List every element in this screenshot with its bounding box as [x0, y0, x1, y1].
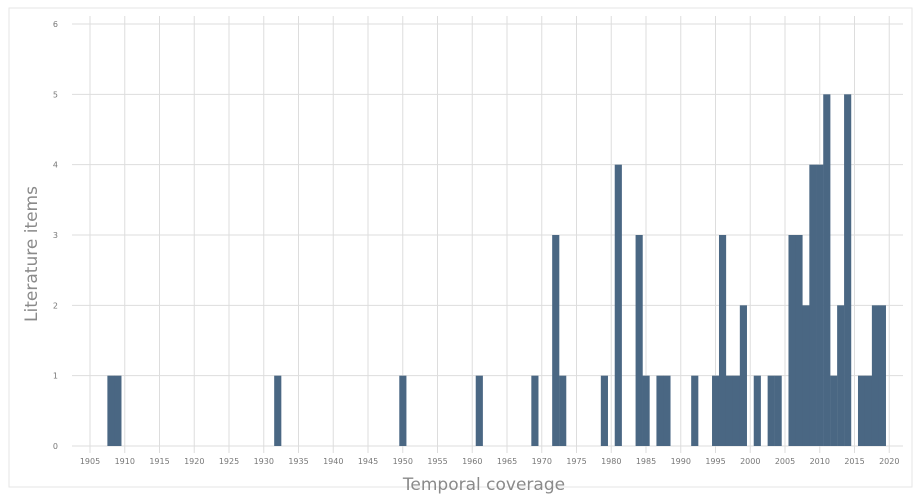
- x-tick-label: 2005: [775, 457, 795, 466]
- y-gridlines: [72, 23, 903, 447]
- bar: [830, 375, 838, 446]
- bar: [788, 235, 796, 446]
- bar: [837, 305, 845, 446]
- y-tick-label: 5: [53, 90, 58, 99]
- y-tick-label: 6: [53, 20, 58, 29]
- bar: [642, 375, 650, 446]
- x-tick-label: 1935: [288, 457, 308, 466]
- x-tick-label: 2015: [844, 457, 864, 466]
- bar: [614, 164, 622, 447]
- y-tick-label: 2: [53, 301, 58, 310]
- bar: [712, 375, 720, 446]
- bars-group: [107, 94, 886, 447]
- x-axis-title: Temporal coverage: [402, 475, 565, 495]
- bar: [663, 375, 671, 446]
- bar: [864, 375, 873, 446]
- x-tick-label: 1990: [671, 457, 691, 466]
- y-axis-title: Literature items: [22, 186, 42, 322]
- x-tick-label: 1945: [358, 457, 378, 466]
- chart-frame: [8, 7, 913, 488]
- bar: [399, 375, 407, 446]
- bar: [844, 94, 852, 446]
- bar: [767, 375, 775, 446]
- bar: [739, 305, 747, 446]
- x-tick-label: 1940: [323, 457, 343, 466]
- x-tick-label: 1955: [427, 457, 447, 466]
- y-tick-labels: 0 1 2 3 4 5 6: [53, 20, 58, 451]
- x-tick-label: 1915: [149, 457, 169, 466]
- x-tick-label: 1965: [497, 457, 517, 466]
- x-tick-label: 1975: [566, 457, 586, 466]
- bar: [635, 235, 643, 446]
- bar: [718, 235, 727, 446]
- bar: [475, 375, 483, 446]
- bar: [732, 375, 741, 446]
- y-tick-label: 1: [53, 372, 58, 381]
- bar: [114, 375, 122, 446]
- bar: [802, 305, 810, 446]
- y-tick-label: 3: [53, 231, 58, 240]
- y-tick-label: 4: [53, 161, 58, 170]
- bar: [725, 375, 734, 446]
- x-tick-label: 1930: [254, 457, 274, 466]
- x-tick-label: 2000: [740, 457, 760, 466]
- bar: [816, 164, 824, 447]
- x-tick-label: 1925: [219, 457, 239, 466]
- x-tick-label: 2020: [879, 457, 899, 466]
- bar: [531, 375, 539, 446]
- bar: [857, 375, 866, 446]
- bar: [809, 164, 817, 447]
- bar: [753, 375, 761, 446]
- x-tick-label: 1920: [184, 457, 204, 466]
- x-tick-label: 1995: [705, 457, 725, 466]
- bar: [878, 305, 886, 446]
- x-tick-label: 1985: [636, 457, 656, 466]
- bar: [552, 235, 560, 446]
- bar: [559, 375, 567, 446]
- x-tick-label: 1970: [532, 457, 552, 466]
- x-tick-label: 2010: [810, 457, 830, 466]
- bar: [274, 375, 282, 446]
- x-tick-label: 1960: [462, 457, 482, 466]
- bar: [774, 375, 782, 446]
- x-tick-label: 1910: [115, 457, 135, 466]
- x-gridlines: [89, 16, 890, 453]
- bar: [795, 235, 803, 446]
- bar: [107, 375, 115, 446]
- bar: [823, 94, 831, 446]
- x-tick-label: 1905: [80, 457, 100, 466]
- bar: [691, 375, 699, 446]
- x-tick-label: 1980: [601, 457, 621, 466]
- bar: [600, 375, 608, 446]
- x-tick-labels: 1905 1910 1915 1920 1925 1930 1935 1940 1945 1950…: [80, 457, 900, 466]
- y-tick-label: 0: [53, 442, 58, 451]
- x-tick-label: 1950: [393, 457, 413, 466]
- bar: [656, 375, 664, 446]
- bar: [871, 305, 880, 446]
